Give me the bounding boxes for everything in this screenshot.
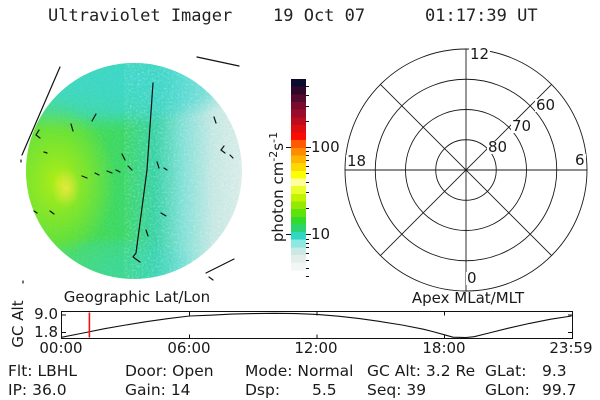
timeplot-frame [61,311,573,339]
x-tick-label-2359: 23:59 [549,339,593,357]
x-tick-label-0600: 06:00 [167,339,211,357]
status-seq: Seq: 39 [367,381,427,399]
status-glat-label: GLat: [485,362,527,380]
x-tick-label-1200: 12:00 [294,339,338,357]
status-door: Door: Open [125,362,214,380]
status-dsp-label: Dsp: [245,381,281,399]
coastline-segment-topright [196,56,240,67]
status-glon-value: 99.7 [542,381,577,399]
mlat-ring-label-80: 80 [487,138,509,156]
header-date: 19 Oct 07 [273,6,366,26]
mlat-ring-label-70: 70 [511,117,533,135]
mlt-label-6: 6 [574,151,586,169]
colorbar-tick-label-100: 100 [311,138,340,156]
x-tick-label-0000: 00:00 [39,339,83,357]
uv-disk-panel [20,56,242,284]
status-gain: Gain: 14 [125,381,191,399]
timeplot-y-axis-label: GC Alt [9,300,27,348]
terminator-line [132,82,154,263]
header-time: 01:17:39 UT [425,6,538,26]
timeplot-canvas [62,312,572,338]
colorbar-tick-label-10: 10 [311,225,331,243]
apex-polar-grid-panel [344,48,588,292]
coastline-terminator-overlay [20,56,240,284]
status-mode: Mode: Normal [245,362,354,380]
mlt-label-0: 0 [466,269,478,287]
polar-title-label: Apex MLat/MLT [411,289,525,307]
coastline-segment-bottomright [205,258,235,274]
x-tick-label-1800: 18:00 [422,339,466,357]
orbit-altitude-curve [62,312,572,338]
page-title: Ultraviolet Imager [48,6,233,26]
polar-spokes [345,49,587,291]
status-glon-label: GLon: [485,381,530,399]
mlt-label-18: 18 [346,152,368,170]
status-dsp-value: 5.5 [312,381,337,399]
colorbar-gradient [291,79,306,278]
coastline-segment-topleft [21,66,61,156]
status-ip: IP: 36.0 [8,381,67,399]
y-tick-label-1.8: 1.8 [34,323,58,341]
colorbar-axis-label: photon cm-2s-1 [267,131,287,243]
timeplot-inner-ticks [62,312,572,338]
disk-image [26,63,242,279]
mlat-ring-label-60: 60 [535,96,557,114]
disk-speckle-pale [124,63,242,279]
status-filter: Flt: LBHL [8,362,78,380]
disk-title-label: Geographic Lat/Lon [63,288,211,306]
status-gc-alt: GC Alt: 3.2 Re [367,362,476,380]
y-tick-label-9.0: 9.0 [34,305,58,323]
status-glat-value: 9.3 [542,362,567,380]
mlt-label-12: 12 [469,45,491,63]
